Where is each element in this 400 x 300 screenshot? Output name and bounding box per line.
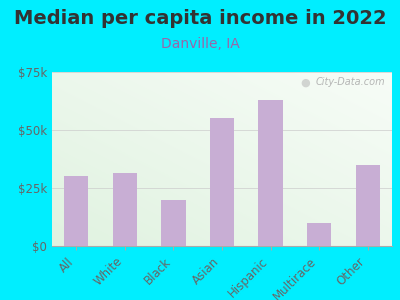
- Bar: [161, 200, 186, 246]
- Text: Danville, IA: Danville, IA: [161, 38, 239, 52]
- Bar: [64, 176, 88, 246]
- Text: ●: ●: [300, 77, 310, 87]
- Bar: [307, 223, 331, 246]
- Text: Median per capita income in 2022: Median per capita income in 2022: [14, 9, 386, 28]
- Bar: [258, 100, 283, 246]
- Bar: [113, 173, 137, 246]
- Bar: [356, 165, 380, 246]
- Text: City-Data.com: City-Data.com: [316, 77, 385, 87]
- Bar: [210, 118, 234, 246]
